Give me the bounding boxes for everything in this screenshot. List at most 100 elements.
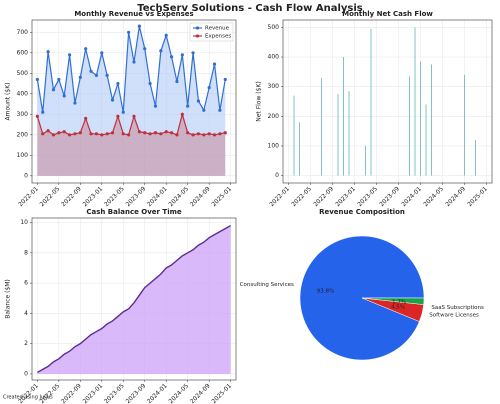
point xyxy=(100,133,104,137)
chart-title: Monthly Revenue vs Expenses xyxy=(74,10,193,18)
point xyxy=(62,130,66,134)
point xyxy=(175,133,179,137)
y-tick-label: 400 xyxy=(268,54,280,61)
point xyxy=(132,60,136,64)
x-tick-label: 2023-01 xyxy=(82,185,105,208)
point xyxy=(218,108,222,112)
point xyxy=(186,131,190,135)
point xyxy=(212,133,217,137)
y-tick-label: 0 xyxy=(24,172,28,179)
x-tick-label: 2023-01 xyxy=(334,185,357,208)
y-tick-label: 700 xyxy=(17,29,29,36)
y-tick-label: 500 xyxy=(17,70,29,77)
point xyxy=(51,88,56,92)
point xyxy=(84,47,88,51)
slice-value-label: 93.8% xyxy=(317,288,334,294)
bar xyxy=(409,76,410,176)
point xyxy=(89,69,93,73)
x-tick-label: 2023-09 xyxy=(125,185,148,208)
y-tick-label: 8 xyxy=(24,249,28,256)
x-tick-label: 2024-05 xyxy=(167,382,190,404)
x-tick-label: 2024-09 xyxy=(189,185,212,208)
point xyxy=(94,132,99,136)
point xyxy=(143,131,147,135)
point xyxy=(153,131,158,135)
point xyxy=(57,131,61,135)
x-tick-label: 2023-09 xyxy=(378,185,401,208)
point xyxy=(132,114,136,118)
bar xyxy=(293,95,295,176)
point xyxy=(175,79,179,84)
point xyxy=(180,53,184,57)
point xyxy=(137,24,141,28)
plot-frame xyxy=(31,217,237,381)
slice-label: Consulting Services xyxy=(240,282,294,288)
line xyxy=(36,26,226,113)
point xyxy=(41,132,45,136)
point xyxy=(116,81,120,86)
point xyxy=(35,114,39,118)
point xyxy=(164,130,168,134)
point xyxy=(73,101,77,105)
x-tick-label: 2022-01 xyxy=(17,185,40,208)
x-tick-label: 2023-05 xyxy=(356,185,379,208)
y-axis-label: Amount ($K) xyxy=(5,83,12,121)
point xyxy=(202,108,206,112)
point xyxy=(127,30,131,34)
point xyxy=(105,73,109,77)
x-tick-label: 2024-09 xyxy=(189,382,212,404)
point xyxy=(159,132,163,136)
point xyxy=(196,99,201,103)
point xyxy=(67,53,72,57)
point xyxy=(35,77,39,82)
point xyxy=(223,77,227,82)
x-tick-label: 2022-01 xyxy=(17,382,40,404)
y-tick-label: 4 xyxy=(24,310,28,317)
x-tick-label: 2024-01 xyxy=(146,382,169,404)
point xyxy=(51,133,56,137)
point xyxy=(78,131,82,135)
plot-frame xyxy=(282,19,493,184)
point xyxy=(46,129,50,133)
point xyxy=(207,132,211,136)
point xyxy=(62,94,66,98)
y-tick-label: 6 xyxy=(24,280,28,287)
point xyxy=(153,104,158,108)
x-tick-label: 2024-01 xyxy=(400,185,423,208)
point xyxy=(191,133,195,137)
legend-marker xyxy=(195,26,200,30)
point xyxy=(159,49,163,53)
footer: Created using Julius xyxy=(3,395,53,401)
y-tick-label: 200 xyxy=(17,131,29,138)
y-tick-label: 2 xyxy=(24,340,28,347)
y-tick-label: 200 xyxy=(268,113,280,120)
x-tick-label: 2023-05 xyxy=(103,382,126,404)
point xyxy=(169,131,174,135)
slice-value-label: 1.7% xyxy=(392,299,406,305)
x-tick-label: 2023-01 xyxy=(82,382,105,404)
point xyxy=(94,73,99,77)
x-tick-label: 2022-09 xyxy=(312,185,335,208)
point xyxy=(202,133,206,137)
point xyxy=(143,47,147,51)
y-tick-label: 400 xyxy=(17,90,29,97)
point xyxy=(180,112,184,116)
chart-title: Monthly Net Cash Flow xyxy=(342,10,433,18)
x-tick-label: 2022-05 xyxy=(290,185,313,208)
point xyxy=(121,132,125,136)
point xyxy=(116,114,120,118)
point xyxy=(84,116,88,121)
point xyxy=(41,110,45,114)
area xyxy=(37,225,231,374)
x-tick-label: 2024-09 xyxy=(444,185,467,208)
y-tick-label: 0 xyxy=(24,370,28,377)
point xyxy=(121,110,125,114)
legend-label: Expenses xyxy=(205,34,231,40)
dashboard-title: TechServ Solutions - Cash Flow Analysis xyxy=(137,3,363,14)
y-tick-label: 600 xyxy=(17,49,29,56)
point xyxy=(137,130,141,134)
y-tick-label: 300 xyxy=(17,111,29,118)
point xyxy=(105,132,109,136)
x-tick-label: 2022-09 xyxy=(60,185,83,208)
